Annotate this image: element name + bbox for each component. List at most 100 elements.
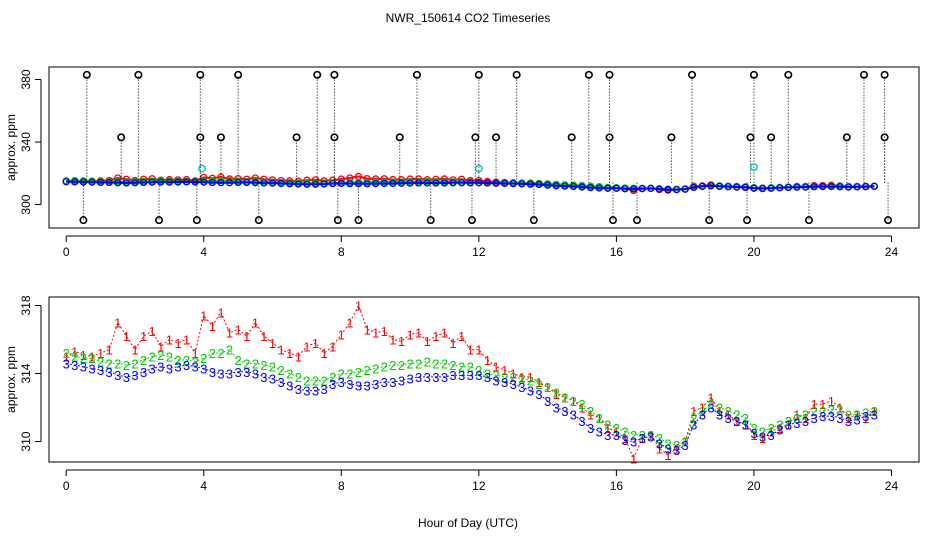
bottom-series-1-point: 1: [647, 428, 654, 443]
top-series-3-point: [466, 179, 474, 187]
bottom-x-tick-label: 8: [338, 479, 345, 493]
bottom-series-1-point: 1: [776, 421, 783, 436]
bottom-series-3-point: 3: [690, 418, 697, 433]
bottom-x-tick-label: 24: [885, 479, 899, 493]
top-series-3-point: [157, 178, 165, 186]
bottom-plot-frame: [48, 296, 920, 463]
top-series-3-point: [62, 178, 70, 186]
bottom-series-2-point: 2: [432, 356, 439, 371]
bottom-series-2-point: 2: [759, 424, 766, 439]
bottom-series-2-point: 2: [733, 407, 740, 422]
bottom-series-2-point: 2: [295, 370, 302, 385]
bottom-series-3-point: 3: [716, 407, 723, 422]
top-x-tick-label: 4: [200, 245, 207, 259]
top-series-3-point: [294, 180, 302, 188]
top-flag-high-point: [412, 70, 421, 79]
bottom-series-3-point: 3: [209, 365, 216, 380]
bottom-series-2-point: 2: [192, 355, 199, 370]
bottom-series-3-point: 3: [123, 370, 130, 385]
top-x-tick-label: 20: [747, 245, 761, 259]
bottom-series-2-point: 2: [200, 351, 207, 366]
bottom-series-2-point: 2: [424, 355, 431, 370]
bottom-series-2-point: 2: [716, 401, 723, 416]
top-flag-mid-point: [492, 133, 501, 142]
bottom-series-2-point: 2: [673, 438, 680, 453]
top-series-3-point: [758, 184, 767, 193]
bottom-series-2-point: 2: [226, 343, 233, 358]
bottom-series-2-point: 2: [750, 421, 757, 436]
top-series-3-point: [311, 180, 320, 188]
top-series-3-point: [96, 178, 105, 187]
bottom-series-2-point: 2: [656, 431, 663, 446]
bottom-series-1-point: 1: [260, 329, 267, 344]
bottom-series-2-point: 2: [553, 385, 560, 400]
top-flag-mid-point: [842, 133, 851, 142]
bottom-series-2-point: 2: [535, 377, 542, 392]
bottom-series-2-point: 2: [174, 353, 181, 368]
bottom-series-1-point: 1: [355, 299, 362, 314]
top-x-tick-label: 0: [63, 245, 70, 259]
bottom-series-1-point: 1: [484, 353, 491, 368]
bottom-series-1-point: 1: [587, 407, 594, 422]
top-series-3-point: [715, 182, 724, 191]
bottom-series-2-point: 2: [63, 346, 70, 361]
bottom-series-2-point: 2: [768, 421, 775, 436]
top-series-3-point: [449, 179, 457, 187]
top-series-3-point: [440, 179, 449, 187]
bottom-series-2-point: 2: [320, 373, 327, 388]
top-flag-mid-point: [567, 133, 576, 142]
bottom-series-2-point: 2: [484, 367, 491, 382]
bottom-series-1-point: 1: [673, 441, 680, 456]
bottom-series-3-point: 3: [174, 360, 181, 375]
bottom-series-1-point: 1: [802, 411, 809, 426]
bottom-series-2-point: 2: [406, 356, 413, 371]
top-flag-low-point: [426, 216, 435, 225]
top-series-3-point: [415, 179, 423, 187]
top-series-3-point: [260, 179, 268, 187]
bottom-series-2-point: 2: [114, 356, 121, 371]
top-series-3-point: [569, 182, 578, 191]
top-series-3-point: [225, 179, 234, 187]
top-series-3-point: [870, 182, 878, 191]
top-series-3-point: [681, 185, 689, 193]
bottom-series-1-point: 1: [578, 401, 585, 416]
bottom-series-3-point: 3: [768, 428, 775, 443]
top-series-3-point: [122, 179, 131, 187]
top-series-3-point: [698, 182, 707, 191]
bottom-series-3-point: 3: [553, 401, 560, 416]
bottom-series-3-point: 3: [759, 429, 766, 444]
bottom-series-3-point: 3: [277, 375, 284, 390]
bottom-series-3-point: 3: [785, 418, 792, 433]
top-flag-high-point: [605, 70, 614, 79]
bottom-series-2-point: 2: [346, 367, 353, 382]
top-series-3-point: [139, 178, 148, 187]
bottom-series-1-point: 1: [372, 326, 379, 341]
bottom-series-3-point: 3: [63, 356, 70, 371]
bottom-series-3-point: 3: [243, 365, 250, 380]
bottom-series-1-point: 1: [768, 424, 775, 439]
bottom-series-1-point: 1: [544, 380, 551, 395]
bottom-series-1-point: 1: [174, 336, 181, 351]
bottom-series-3-point: 3: [793, 416, 800, 431]
bottom-series-2-point: 2: [707, 397, 714, 412]
top-series-3-point: [131, 179, 139, 187]
bottom-series-3-point: 3: [776, 423, 783, 438]
top-flag-mid-point: [216, 133, 225, 142]
bottom-series-2-point: 2: [604, 418, 611, 433]
top-series-3-point: [836, 183, 844, 191]
bottom-series-3-point: 3: [707, 401, 714, 416]
bottom-series-3-point: 3: [166, 361, 173, 376]
bottom-series-2-point: 2: [303, 373, 310, 388]
top-series-3-point: [380, 179, 388, 188]
bottom-series-1-point: 1: [853, 407, 860, 422]
bottom-series-2-point: 2: [243, 356, 250, 371]
top-series-3-point: [827, 182, 835, 191]
bottom-series-1-point: 1: [200, 309, 207, 324]
bottom-series-2-point: 2: [475, 363, 482, 378]
top-series-3-point: [595, 184, 603, 192]
top-flag-high-point: [784, 70, 793, 79]
bottom-series-2-point: 2: [613, 421, 620, 436]
bottom-series-3-point: 3: [647, 429, 654, 444]
top-series-3-point: [586, 184, 595, 192]
bottom-series-3-point: 3: [114, 368, 121, 383]
